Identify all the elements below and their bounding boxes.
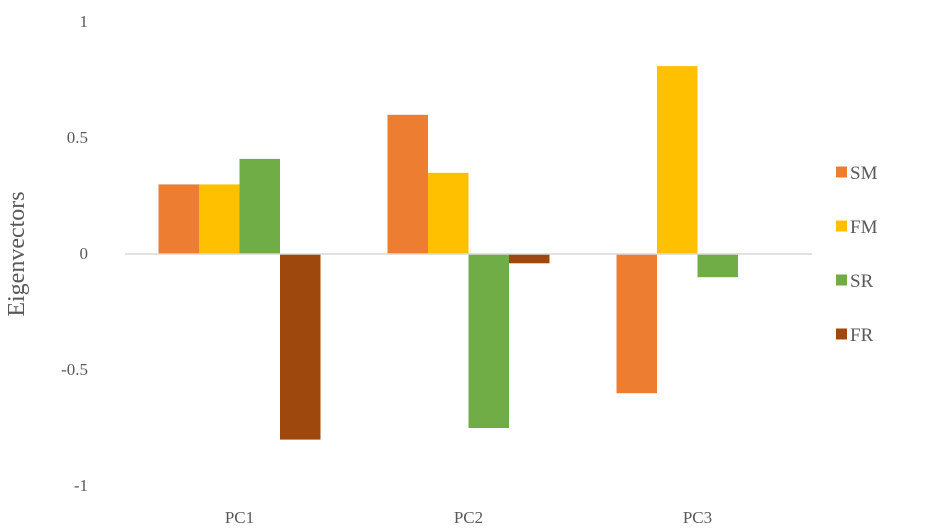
x-tick-label-pc1: PC1 xyxy=(225,508,254,527)
legend-swatch-sm xyxy=(836,166,847,178)
bar-sr-pc2 xyxy=(468,254,509,428)
bar-fm-pc2 xyxy=(428,172,469,254)
bar-fm-pc3 xyxy=(657,66,698,254)
bar-sr-pc3 xyxy=(697,254,738,278)
legend-swatch-fm xyxy=(836,220,847,232)
x-tick-label-pc3: PC3 xyxy=(683,508,712,527)
y-tick-label: -1 xyxy=(74,476,88,495)
x-axis-ticks: PC1 PC2 PC3 xyxy=(225,508,712,527)
legend-label-fr: FR xyxy=(850,325,874,346)
x-tick-label-pc2: PC2 xyxy=(454,508,483,527)
bar-sm-pc2 xyxy=(387,114,428,254)
bar-sm-pc1 xyxy=(158,184,199,254)
legend-swatch-sr xyxy=(836,274,847,286)
y-tick-label: -0.5 xyxy=(61,360,88,379)
legend-label-sm: SM xyxy=(850,163,878,184)
legend: SM FM SR FR xyxy=(836,163,878,346)
y-tick-label: 1 xyxy=(80,12,89,31)
bar-sr-pc1 xyxy=(239,158,280,254)
y-tick-label: 0.5 xyxy=(67,128,88,147)
bar-sm-pc3 xyxy=(616,254,657,394)
legend-label-sr: SR xyxy=(850,271,874,292)
bar-fr-pc2 xyxy=(509,254,550,264)
y-axis-ticks: 1 0.5 0 -0.5 -1 xyxy=(61,12,88,495)
legend-label-fm: FM xyxy=(850,217,878,238)
bar-fm-pc1 xyxy=(199,184,240,254)
y-tick-label: 0 xyxy=(80,244,89,263)
y-axis-label: Eigenvectors xyxy=(4,191,30,316)
bar-fr-pc1 xyxy=(280,254,321,440)
bars-group xyxy=(158,66,738,440)
legend-swatch-fr xyxy=(836,328,847,340)
